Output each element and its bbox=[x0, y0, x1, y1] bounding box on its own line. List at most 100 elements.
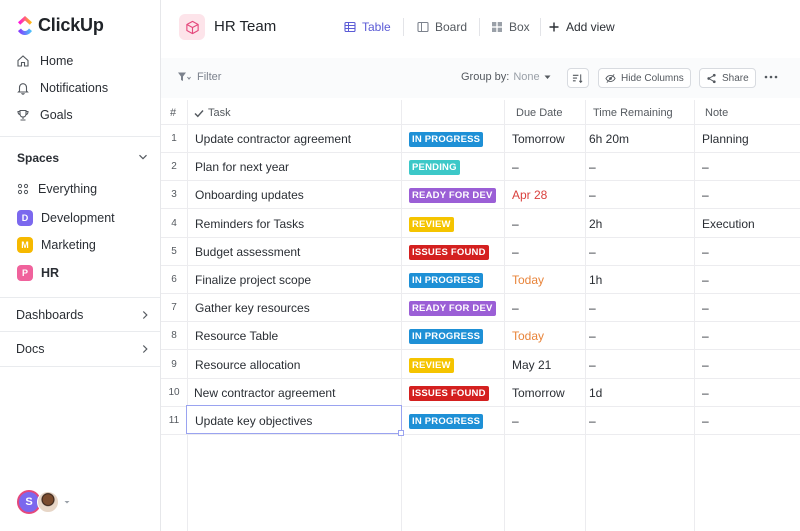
hide-columns-button[interactable]: Hide Columns bbox=[598, 68, 691, 88]
sort-button[interactable] bbox=[567, 68, 589, 88]
column-header-number[interactable]: # bbox=[170, 107, 177, 119]
column-header-due-date[interactable]: Due Date bbox=[516, 107, 563, 119]
note[interactable]: – bbox=[702, 357, 709, 372]
time-remaining[interactable]: 1h bbox=[589, 273, 603, 287]
nav-home[interactable]: Home bbox=[16, 52, 73, 70]
table-row[interactable]: 10 New contractor agreement ISSUES FOUND To… bbox=[161, 379, 800, 407]
status-badge[interactable]: READY FOR DEV bbox=[409, 188, 496, 204]
note[interactable]: – bbox=[702, 244, 709, 259]
time-remaining[interactable]: 2h bbox=[589, 216, 603, 231]
due-date[interactable]: Apr 28 bbox=[512, 188, 548, 203]
time-remaining[interactable]: – bbox=[589, 329, 596, 344]
add-view-button[interactable]: Add view bbox=[548, 20, 615, 34]
task-name[interactable]: Update key objectives bbox=[195, 414, 313, 428]
table-row[interactable]: 3 Onboarding updates READY FOR DEV Apr 28 – – bbox=[161, 181, 800, 210]
due-date[interactable]: – bbox=[512, 216, 519, 231]
note[interactable]: – bbox=[702, 160, 709, 175]
column-header-time-remaining[interactable]: Time Remaining bbox=[593, 107, 673, 119]
task-name[interactable]: Budget assessment bbox=[195, 244, 301, 259]
time-remaining[interactable]: – bbox=[589, 414, 596, 428]
status-badge[interactable]: REVIEW bbox=[409, 357, 454, 373]
share-button[interactable]: Share bbox=[699, 68, 756, 88]
table-row[interactable]: 6 Finalize project scope IN PROGRESS Today 1… bbox=[161, 266, 800, 294]
status-badge[interactable]: IN PROGRESS bbox=[409, 414, 484, 429]
table-row[interactable]: 9 Resource allocation REVIEW May 21 – – bbox=[161, 351, 800, 379]
filter-button[interactable]: Filter bbox=[177, 71, 221, 83]
task-name[interactable]: Update contractor agreement bbox=[195, 132, 352, 146]
logo[interactable]: ClickUp bbox=[16, 15, 104, 36]
sidebar-divider bbox=[0, 331, 160, 332]
table-row[interactable]: 1 Update contractor agreement IN PROGRESS T… bbox=[161, 125, 800, 153]
note[interactable]: Planning bbox=[702, 132, 749, 146]
resize-handle[interactable] bbox=[398, 430, 404, 436]
task-name[interactable]: New contractor agreement bbox=[194, 385, 336, 400]
tab-table[interactable]: Table bbox=[344, 20, 391, 34]
time-remaining[interactable]: – bbox=[589, 357, 596, 372]
due-date[interactable]: Today bbox=[512, 329, 545, 344]
due-date[interactable]: – bbox=[512, 301, 519, 316]
tab-board[interactable]: Board bbox=[417, 20, 467, 34]
table-row[interactable]: 4 Reminders for Tasks REVIEW – 2h Execution bbox=[161, 210, 800, 238]
table-row[interactable]: 5 Budget assessment ISSUES FOUND – – – bbox=[161, 238, 800, 266]
spaces-heading[interactable]: Spaces bbox=[17, 151, 60, 165]
due-date[interactable]: – bbox=[512, 160, 519, 175]
sidebar-space-hr[interactable]: P HR bbox=[17, 264, 59, 282]
sidebar-item-everything[interactable]: Everything bbox=[17, 180, 97, 198]
time-remaining[interactable]: – bbox=[589, 188, 596, 203]
due-date[interactable]: Tomorrow bbox=[512, 132, 565, 146]
task-name[interactable]: Resource Table bbox=[195, 329, 279, 344]
task-edit-cell[interactable] bbox=[186, 405, 402, 434]
task-name[interactable]: Plan for next year bbox=[195, 160, 290, 175]
task-name[interactable]: Resource allocation bbox=[195, 357, 301, 372]
status-badge[interactable]: ISSUES FOUND bbox=[409, 385, 489, 401]
note[interactable]: – bbox=[702, 301, 709, 316]
due-date[interactable]: – bbox=[512, 244, 519, 259]
due-date[interactable]: – bbox=[512, 414, 519, 428]
sidebar-space-marketing[interactable]: M Marketing bbox=[17, 236, 96, 254]
due-date[interactable]: May 21 bbox=[512, 357, 552, 372]
user-menu[interactable]: S bbox=[17, 490, 71, 514]
task-name[interactable]: Reminders for Tasks bbox=[195, 216, 305, 231]
status-badge[interactable]: ISSUES FOUND bbox=[409, 244, 489, 260]
note[interactable]: Execution bbox=[702, 216, 755, 231]
table-row[interactable]: 2 Plan for next year PENDING – – – bbox=[161, 153, 800, 182]
due-date[interactable]: Today bbox=[512, 273, 545, 287]
due-date[interactable]: Tomorrow bbox=[512, 385, 565, 400]
task-name[interactable]: Onboarding updates bbox=[195, 188, 304, 203]
table-row[interactable]: 7 Gather key resources READY FOR DEV – – – bbox=[161, 294, 800, 323]
time-remaining[interactable]: – bbox=[589, 244, 596, 259]
sidebar-docs[interactable]: Docs bbox=[16, 342, 150, 356]
note[interactable]: – bbox=[702, 329, 709, 344]
note[interactable]: – bbox=[702, 273, 709, 287]
time-remaining[interactable]: – bbox=[589, 301, 596, 316]
task-name[interactable]: Finalize project scope bbox=[195, 273, 312, 287]
time-remaining[interactable]: 1d bbox=[589, 385, 603, 400]
group-by-select[interactable]: Group by: None bbox=[461, 71, 551, 83]
nav-notifications[interactable]: Notifications bbox=[16, 79, 108, 97]
table-row[interactable]: 8 Resource Table IN PROGRESS Today – – bbox=[161, 322, 800, 351]
status-badge[interactable]: PENDING bbox=[409, 160, 460, 176]
status-badge[interactable]: IN PROGRESS bbox=[409, 132, 484, 147]
nav-goals[interactable]: Goals bbox=[16, 106, 73, 124]
task-name[interactable]: Gather key resources bbox=[195, 301, 310, 316]
status-badge[interactable]: REVIEW bbox=[409, 216, 454, 232]
column-header-task[interactable]: Task bbox=[208, 107, 231, 119]
table-header: # Task Due Date Time Remaining Note bbox=[161, 100, 800, 125]
status-badge[interactable]: IN PROGRESS bbox=[409, 329, 484, 345]
tab-box[interactable]: Box bbox=[491, 20, 530, 34]
table-row[interactable]: 11 Update key objectives IN PROGRESS – – – bbox=[161, 407, 800, 435]
status-badge[interactable]: READY FOR DEV bbox=[409, 301, 496, 317]
sidebar-space-development[interactable]: D Development bbox=[17, 209, 115, 227]
column-header-note[interactable]: Note bbox=[705, 107, 729, 119]
time-remaining[interactable]: 6h 20m bbox=[589, 132, 630, 146]
note[interactable]: – bbox=[702, 385, 709, 400]
status-badge[interactable]: IN PROGRESS bbox=[409, 273, 484, 288]
sidebar-dashboards[interactable]: Dashboards bbox=[16, 308, 150, 322]
row-number: 1 bbox=[171, 133, 177, 144]
chevron-down-icon[interactable] bbox=[138, 152, 148, 162]
note[interactable]: – bbox=[702, 188, 709, 203]
more-options-icon[interactable] bbox=[763, 72, 779, 82]
time-remaining[interactable]: – bbox=[589, 160, 596, 175]
note[interactable]: – bbox=[702, 414, 709, 428]
eye-slash-icon bbox=[605, 73, 616, 83]
